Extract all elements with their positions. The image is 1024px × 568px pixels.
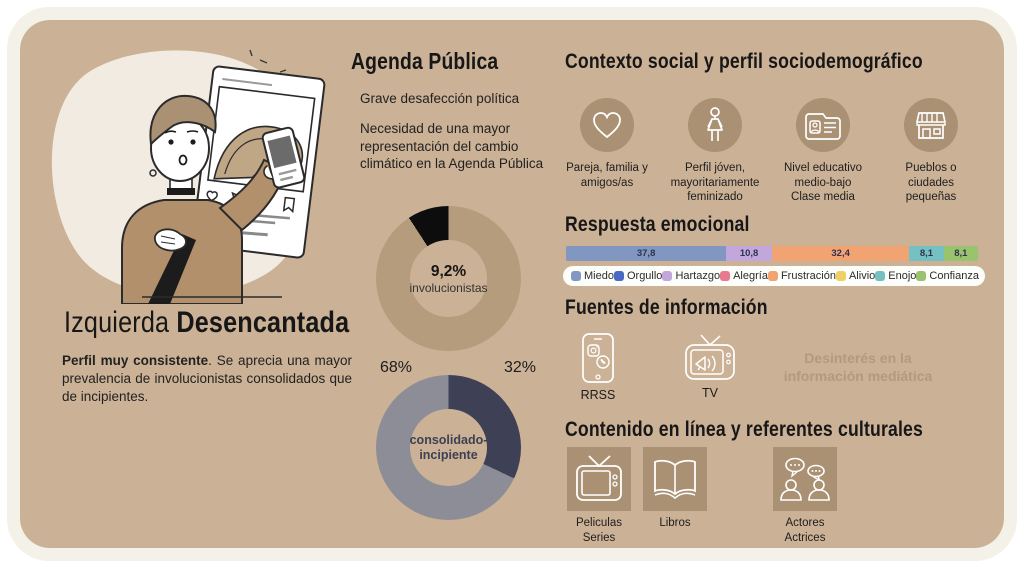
donut2-center: consolidado- incipiente (410, 409, 487, 486)
donut-chart-consolidado-incipiente: consolidado- incipiente (376, 375, 521, 520)
title-light: Izquierda (64, 306, 170, 339)
context-item-pareja: Pareja, familia y amigos/as (554, 98, 660, 205)
legend-swatch (875, 271, 886, 281)
donut1-value: 9,2% (430, 262, 467, 280)
legend-item: Alivio (835, 270, 875, 282)
legend-item: Frustración (767, 270, 836, 282)
legend-item: Enojo (875, 270, 916, 282)
woman-icon (688, 98, 742, 152)
smartphone-social-icon (582, 333, 614, 383)
legend-item: Miedo (571, 270, 614, 282)
tv-icon (567, 447, 631, 511)
card-frame: Izquierda Desencantada Perfil muy consis… (7, 7, 1017, 561)
source-rrss: RRSS (568, 332, 628, 402)
legend-swatch (662, 271, 673, 281)
content-item-libros: Libros (633, 447, 717, 531)
donut-chart-involucionistas: 9,2% involucionistas (376, 206, 521, 351)
context-label: Nivel educativo medio-bajo Clase media (784, 162, 862, 204)
person-with-phone-illustration (51, 49, 326, 304)
book-icon (643, 447, 707, 511)
legend-item: Hartazgo (662, 270, 720, 282)
donut2-line1: consolidado- (409, 432, 488, 447)
legend-item: Alegría (720, 270, 768, 282)
emotion-bar-segment: 8,1 (943, 246, 978, 261)
context-icon-row: Pareja, familia y amigos/as Perfil jóven,… (554, 98, 984, 205)
id-card-icon (796, 98, 850, 152)
heart-icon (580, 98, 634, 152)
donut1-center: 9,2% involucionistas (409, 240, 488, 317)
agenda-point-2: Necesidad de una mayor representación de… (360, 121, 544, 172)
donut2-line2: incipiente (419, 447, 478, 462)
donut2-left-label: 68% (379, 359, 413, 376)
context-label: Pareja, familia y amigos/as (566, 162, 648, 189)
context-label: Perfil jóven, mayoritariamente feminizado (670, 162, 760, 204)
emotion-bar-segment: 8,1 (909, 246, 944, 261)
content-label: Libros (659, 517, 691, 529)
emotion-bar-segment: 32,4 (771, 246, 910, 261)
legend-swatch (916, 271, 927, 281)
tv-megaphone-icon (685, 334, 735, 380)
store-icon (904, 98, 958, 152)
content-label: Peliculas Series (575, 517, 623, 544)
sources-heading: Fuentes de información (565, 296, 768, 319)
emotion-bar-segment: 10,8 (726, 246, 772, 261)
legend-swatch (767, 271, 778, 281)
emotions-heading: Respuesta emocional (565, 213, 750, 236)
media-disinterest-note: Desinterés en la información mediática (783, 350, 933, 384)
legend-swatch (720, 271, 731, 281)
profile-paragraph: Perfil muy consistente. Se aprecia una m… (62, 352, 352, 406)
agenda-point-1: Grave desafección política (360, 91, 520, 106)
context-heading: Contexto social y perfil sociodemográfic… (565, 50, 923, 73)
emotion-bar-segment: 37,8 (566, 246, 727, 261)
donut2-right-label: 32% (503, 359, 537, 376)
content-item-peliculas: Peliculas Series (557, 447, 641, 545)
canvas: Izquierda Desencantada Perfil muy consis… (20, 20, 1004, 548)
context-item-educativo: Nivel educativo medio-bajo Clase media (770, 98, 876, 205)
legend-swatch (835, 271, 846, 281)
profile-rest: . Se aprecia una mayor prevalencia de in… (62, 353, 352, 405)
agenda-heading: Agenda Pública (351, 48, 499, 74)
title-bold: Desencantada (176, 306, 350, 339)
page-title: Izquierda Desencantada (64, 306, 349, 340)
context-item-pueblos: Pueblos o ciudades pequeñas (878, 98, 984, 205)
context-item-perfil: Perfil jóven, mayoritariamente feminizado (662, 98, 768, 205)
tv-label: TV (702, 386, 718, 400)
legend-swatch (571, 271, 581, 281)
legend-swatch (613, 271, 624, 281)
context-label: Pueblos o ciudades pequeñas (905, 162, 957, 204)
source-tv: TV (675, 334, 745, 400)
rrss-label: RRSS (580, 388, 616, 402)
person-figure (121, 94, 306, 304)
content-item-actores: Actores Actrices (763, 447, 847, 545)
content-label: Actores Actrices (784, 517, 826, 544)
emotion-bar: 37,8 10,8 32,4 8,1 8,1 (566, 246, 978, 261)
profile-bold-lead: Perfil muy consistente (62, 353, 209, 368)
legend-item: Orgullo (613, 270, 662, 282)
legend-item: Confianza (916, 270, 979, 282)
people-talking-icon (773, 447, 837, 511)
donut1-sublabel: involucionistas (409, 280, 488, 295)
phone-in-hand (261, 126, 306, 189)
emotion-legend: Miedo Orgullo Hartazgo Alegría Frustración Al… (563, 266, 985, 286)
content-heading: Contenido en línea y referentes cultural… (565, 418, 923, 441)
